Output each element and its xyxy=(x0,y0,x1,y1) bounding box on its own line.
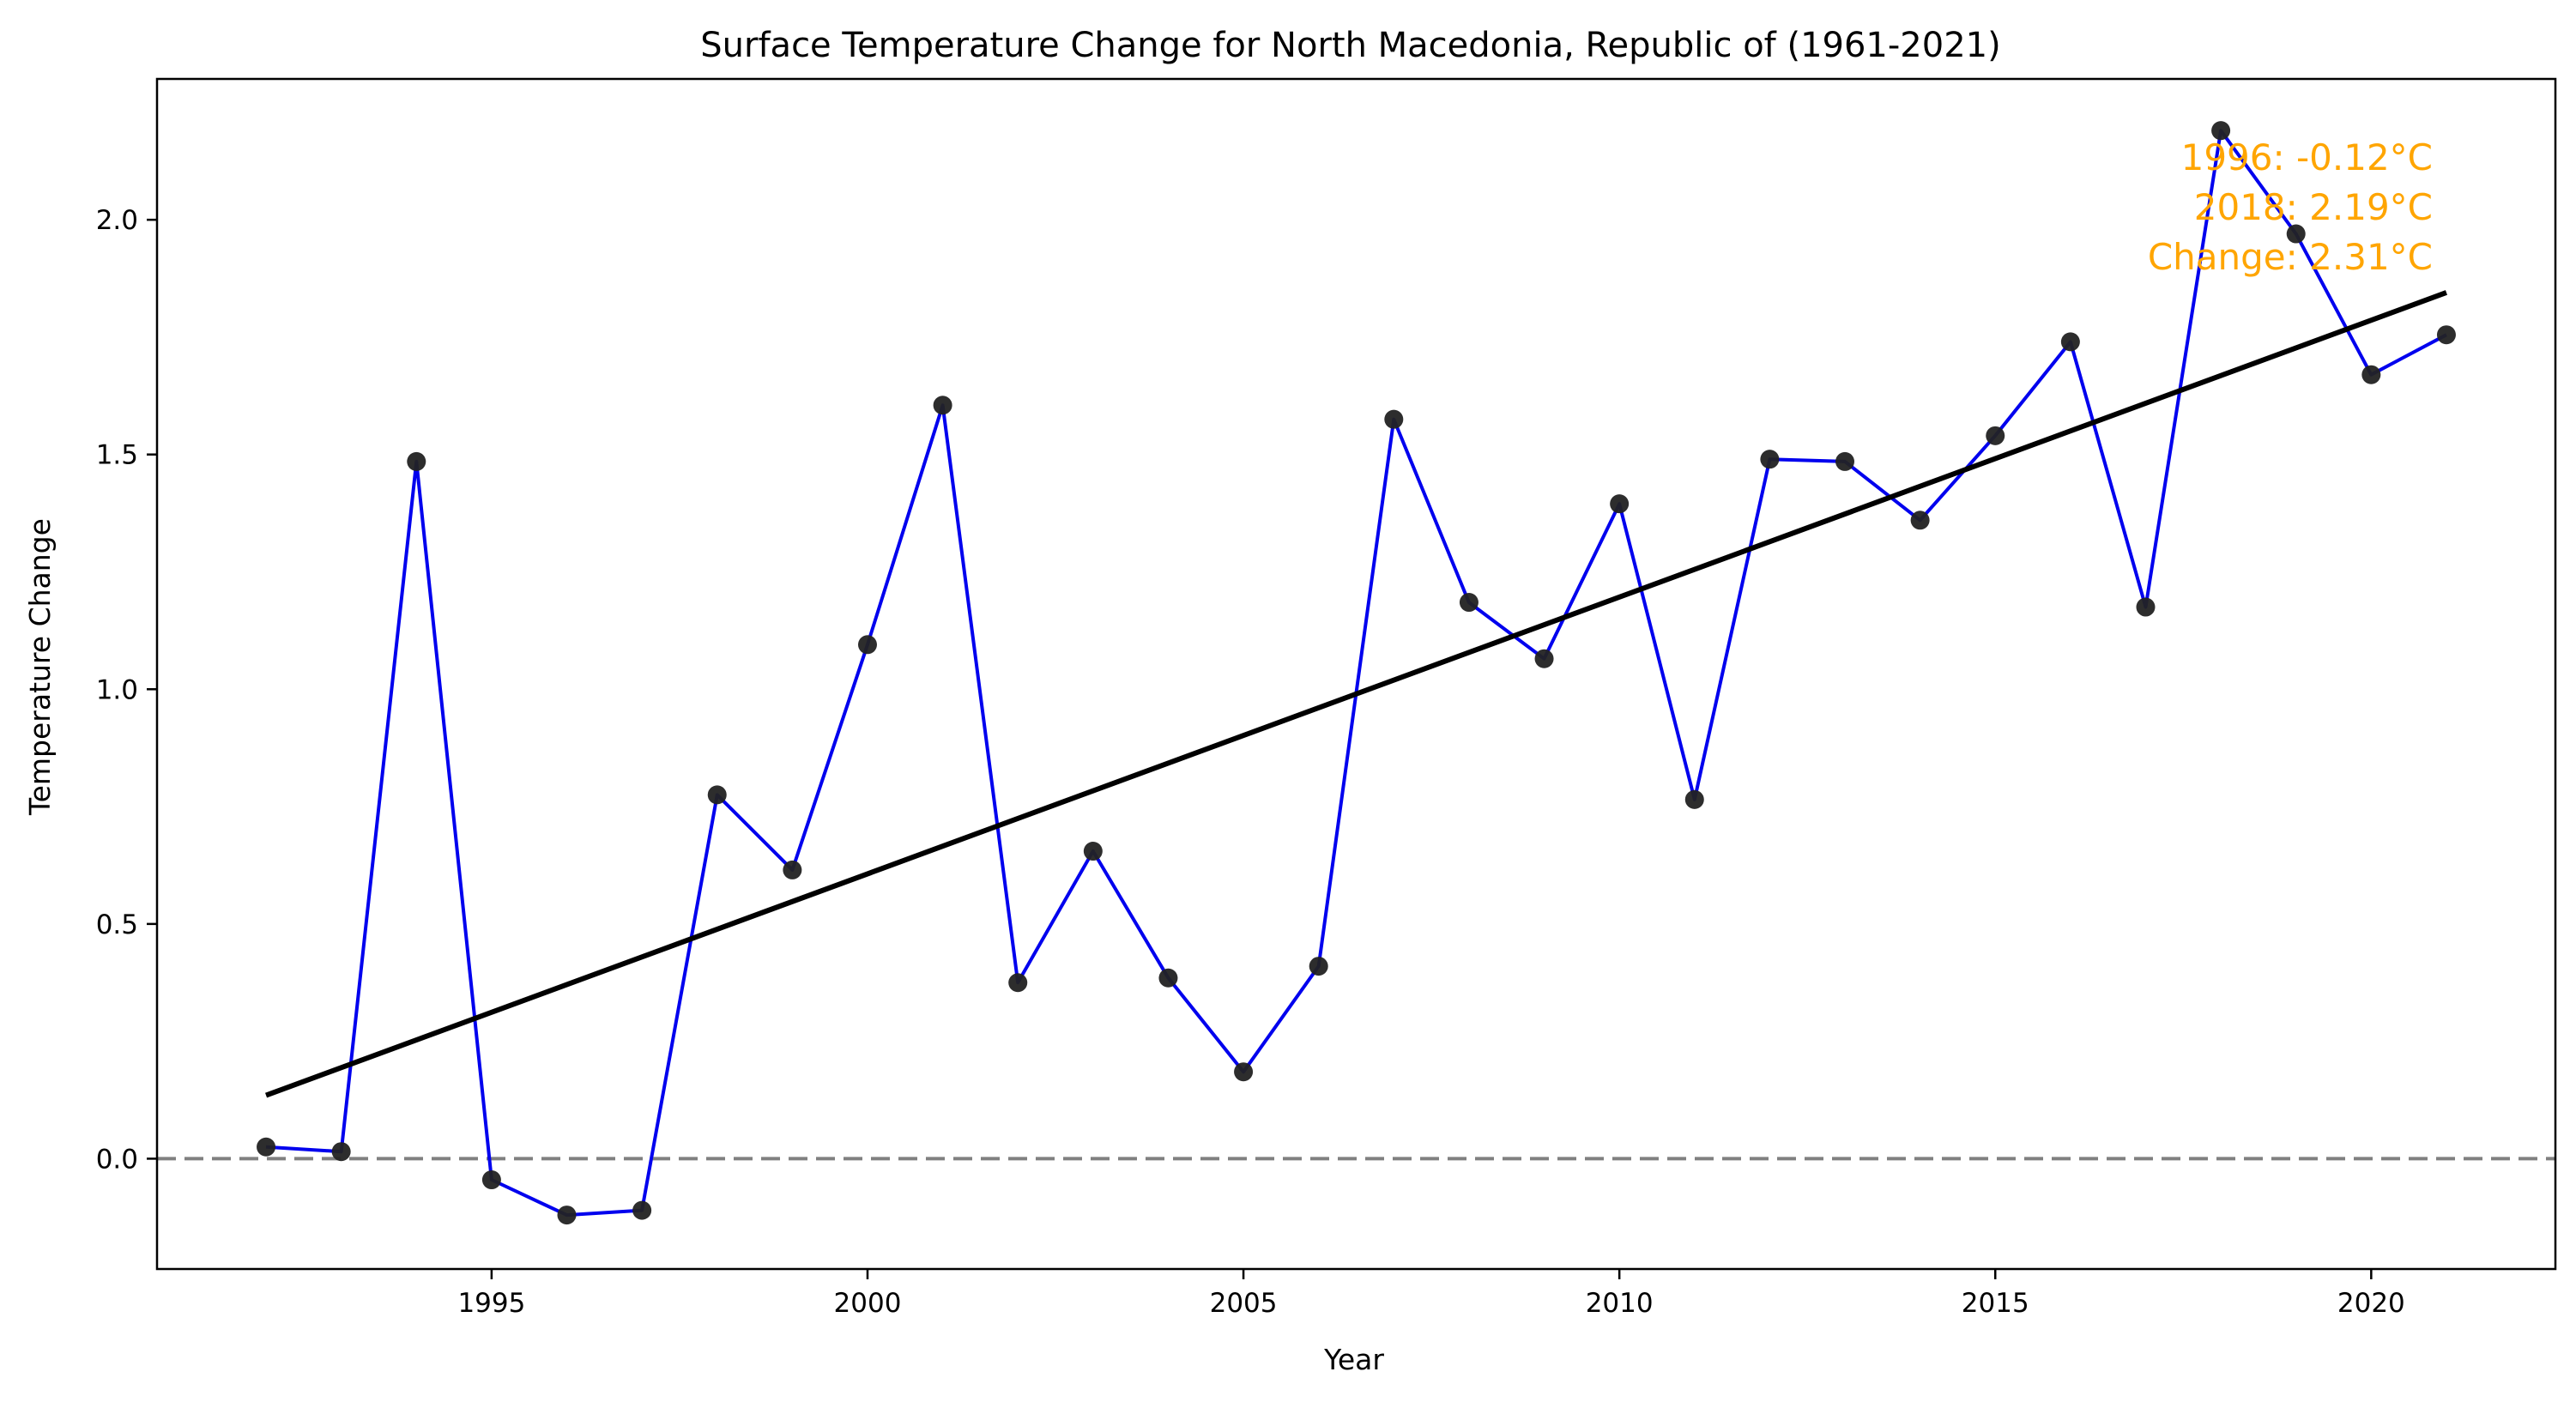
x-tick-label-2005: 2005 xyxy=(1210,1288,1278,1319)
y-axis-label: Temperature Change xyxy=(23,518,57,816)
data-point-2000 xyxy=(857,635,877,655)
data-point-2007 xyxy=(1384,409,1404,429)
data-point-2020 xyxy=(2361,365,2381,384)
axis-ticks: 1995 2000 2005 2010 2015 2020 0.0 0.5 1.0 1.5 2.0 xyxy=(96,205,2405,1319)
data-point-2005 xyxy=(1234,1062,1254,1082)
data-point-1994 xyxy=(407,451,426,471)
data-point-2019 xyxy=(2286,224,2306,244)
annotation-line-3: Change: 2.31°C xyxy=(2148,236,2433,278)
plot-area xyxy=(155,77,2557,1271)
axes-frame xyxy=(155,77,2557,1271)
data-point-2014 xyxy=(1910,511,1930,530)
data-point-1998 xyxy=(707,785,727,805)
annotation-line-2: 2018: 2.19°C xyxy=(2194,186,2433,228)
data-point-2016 xyxy=(2060,332,2080,352)
y-tick-label-0.5: 0.5 xyxy=(96,909,138,940)
chart-title: Surface Temperature Change for North Mac… xyxy=(700,26,2000,65)
data-point-1995 xyxy=(481,1170,501,1190)
data-point-2017 xyxy=(2136,597,2156,617)
data-point-2009 xyxy=(1534,649,1554,668)
data-point-1996 xyxy=(557,1206,577,1225)
y-tick-label-1.0: 1.0 xyxy=(96,674,138,705)
data-point-2011 xyxy=(1684,789,1704,809)
data-point-2006 xyxy=(1309,957,1328,976)
x-tick-label-2010: 2010 xyxy=(1586,1288,1654,1319)
y-tick-label-0.0: 0.0 xyxy=(96,1144,138,1175)
x-tick-label-2015: 2015 xyxy=(1962,1288,2029,1319)
data-point-2018 xyxy=(2211,121,2231,141)
data-point-2015 xyxy=(1986,426,2005,445)
data-point-1993 xyxy=(331,1142,351,1162)
stats-annotation: 1996: -0.12°C 2018: 2.19°C Change: 2.31°C xyxy=(2148,136,2433,278)
x-axis-label: Year xyxy=(1323,1343,1384,1376)
data-point-2013 xyxy=(1835,451,1855,471)
data-point-2004 xyxy=(1158,968,1178,988)
x-tick-label-1995: 1995 xyxy=(457,1288,525,1319)
data-point-2012 xyxy=(1760,450,1780,469)
data-point-1992 xyxy=(257,1137,276,1157)
data-point-2002 xyxy=(1008,973,1028,993)
annotation-line-1: 1996: -0.12°C xyxy=(2181,136,2433,178)
data-point-2003 xyxy=(1083,842,1103,861)
data-point-2010 xyxy=(1610,494,1630,514)
trend-line xyxy=(265,290,2447,1098)
data-point-2001 xyxy=(933,396,952,415)
x-tick-label-2000: 2000 xyxy=(834,1288,902,1319)
data-point-2008 xyxy=(1459,593,1478,613)
y-tick-label-2.0: 2.0 xyxy=(96,205,138,236)
data-point-1999 xyxy=(783,860,802,879)
x-tick-label-2020: 2020 xyxy=(2337,1288,2405,1319)
data-point-2021 xyxy=(2436,325,2456,345)
y-tick-label-1.5: 1.5 xyxy=(96,440,138,471)
data-point-1997 xyxy=(632,1200,652,1220)
